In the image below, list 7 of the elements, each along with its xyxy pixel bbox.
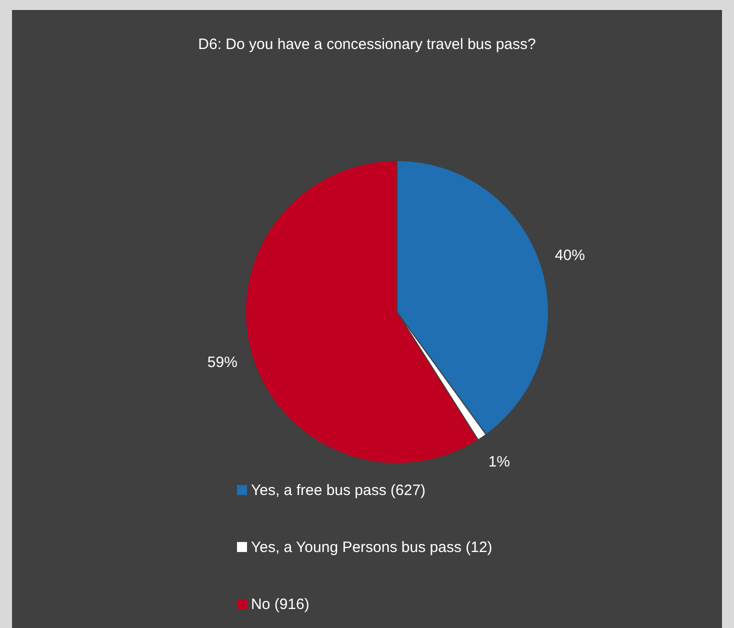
data-label: 1% xyxy=(488,454,510,471)
data-label: 40% xyxy=(554,246,585,264)
legend-label: Yes, a Young Persons bus pass (12) xyxy=(251,538,492,556)
data-label: 59% xyxy=(207,354,238,371)
legend-label: Yes, a free bus pass (627) xyxy=(251,482,426,498)
legend-label: No (916) xyxy=(251,596,310,612)
chart-title: D6: Do you have a concessionary travel bus pass? xyxy=(197,36,537,53)
